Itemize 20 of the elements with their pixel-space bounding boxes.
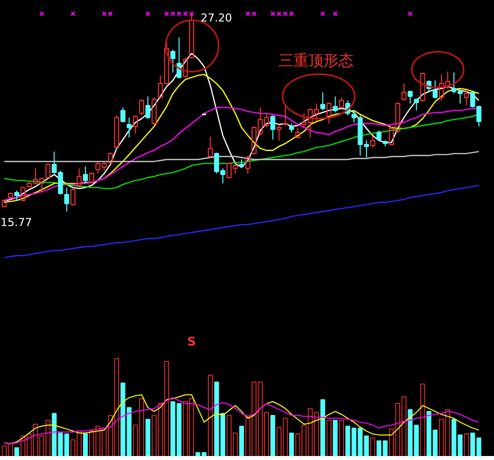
bar — [320, 399, 326, 456]
bar — [339, 420, 344, 456]
bar — [270, 414, 276, 456]
text: 15.77 — [0, 216, 32, 229]
annotation: 三重顶形态 — [278, 51, 354, 70]
bar — [239, 426, 244, 456]
bar — [420, 384, 426, 456]
bar — [208, 374, 213, 456]
annotation: 27.20 — [200, 12, 232, 25]
bar — [289, 432, 294, 456]
bar — [332, 420, 338, 456]
candlestick — [126, 117, 132, 138]
bar — [83, 434, 88, 456]
bar — [145, 418, 150, 456]
bar — [326, 420, 332, 456]
bar — [370, 437, 376, 456]
bar — [14, 447, 20, 456]
candlestick — [64, 187, 70, 212]
bar — [464, 434, 469, 456]
text: S — [187, 334, 196, 348]
